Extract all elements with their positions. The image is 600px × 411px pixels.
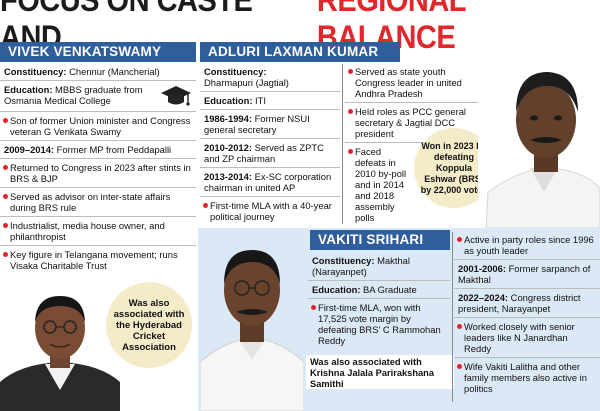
vakiti-constituency: Constituency: Makthal (Narayanpet) bbox=[308, 252, 450, 281]
vakiti-right-bullet-3: Wife Vakiti Lalitha and other family mem… bbox=[454, 358, 600, 397]
adluri-header: ADLURI LAXMAN KUMAR bbox=[200, 42, 400, 62]
vivek-circle-note: Was also associated with the Hyderabad C… bbox=[106, 282, 192, 368]
vakiti-column-divider bbox=[452, 232, 453, 402]
vakiti-header: VAKITI SRIHARI bbox=[310, 230, 450, 250]
adluri-bullet-3: Held roles as PCC general secretary & Ja… bbox=[345, 103, 485, 143]
graduation-cap-icon bbox=[161, 86, 191, 106]
vivek-portrait bbox=[0, 282, 120, 411]
vakiti-right-bullet-2: Worked closely with senior leaders like … bbox=[454, 318, 600, 358]
vivek-bullet-1: Son of former Union minister and Congres… bbox=[0, 112, 196, 141]
vivek-constituency: Constituency: Chennur (Mancherial) bbox=[0, 63, 196, 81]
headline: FOCUS ON CASTE AND REGIONAL BALANCE bbox=[0, 0, 600, 56]
vivek-column: Constituency: Chennur (Mancherial) Educa… bbox=[0, 63, 196, 274]
vakiti-left-column: Constituency: Makthal (Narayanpet) Educa… bbox=[308, 252, 450, 349]
vakiti-education: Education: BA Graduate bbox=[308, 281, 450, 299]
vakiti-bullet-1: First-time MLA, won with 17,525 vote mar… bbox=[308, 299, 450, 349]
adluri-education: Education: ITI bbox=[200, 92, 340, 110]
vivek-header: VIVEK VENKATSWAMY bbox=[0, 42, 196, 62]
vivek-term: 2009–2014: Former MP from Peddapalli bbox=[0, 141, 196, 159]
headline-part-2: REGIONAL BALANCE bbox=[316, 0, 466, 56]
vivek-bullet-5: Key figure in Telangana movement; runs V… bbox=[0, 246, 196, 274]
vakiti-term-1: 2001-2006: Former sarpanch of Makthal bbox=[454, 260, 600, 289]
vakiti-portrait bbox=[200, 250, 304, 411]
vakiti-term-2: 2022–2024: Congress district president, … bbox=[454, 289, 600, 318]
vivek-bullet-4: Industrialist, media house owner, and ph… bbox=[0, 217, 196, 246]
adluri-left-column: Constituency: Dharmapuri (Jagtial) Educat… bbox=[200, 63, 340, 225]
vivek-bullet-3: Served as advisor on inter-state affairs… bbox=[0, 188, 196, 217]
adluri-constituency: Constituency: Dharmapuri (Jagtial) bbox=[200, 63, 340, 92]
vakiti-right-bullet-1: Active in party roles since 1996 as yout… bbox=[454, 231, 600, 260]
vakiti-right-column: Active in party roles since 1996 as yout… bbox=[454, 231, 600, 397]
adluri-column-divider bbox=[342, 64, 343, 224]
vakiti-note: Was also associated with Krishna Jalala … bbox=[306, 355, 454, 389]
adluri-bullet-1: First-time MLA with a 40-year political … bbox=[200, 197, 340, 225]
adluri-bullet-2: Served as state youth Congress leader in… bbox=[345, 63, 485, 103]
adluri-term-2: 2010-2012: Served as ZPTC and ZP chairma… bbox=[200, 139, 340, 168]
adluri-term-1: 1986-1994: Former NSUI general secretary bbox=[200, 110, 340, 139]
vivek-education: Education: MBBS graduate from Osmania Me… bbox=[0, 81, 196, 112]
adluri-bullet-4: Faced defeats in 2010 by-poll and in 201… bbox=[345, 143, 415, 226]
adluri-middle-column: Served as state youth Congress leader in… bbox=[345, 63, 485, 226]
adluri-portrait bbox=[478, 42, 600, 228]
adluri-term-3: 2013-2014: Ex-SC corporation chairman in… bbox=[200, 168, 340, 197]
vivek-bullet-2: Returned to Congress in 2023 after stint… bbox=[0, 159, 196, 188]
